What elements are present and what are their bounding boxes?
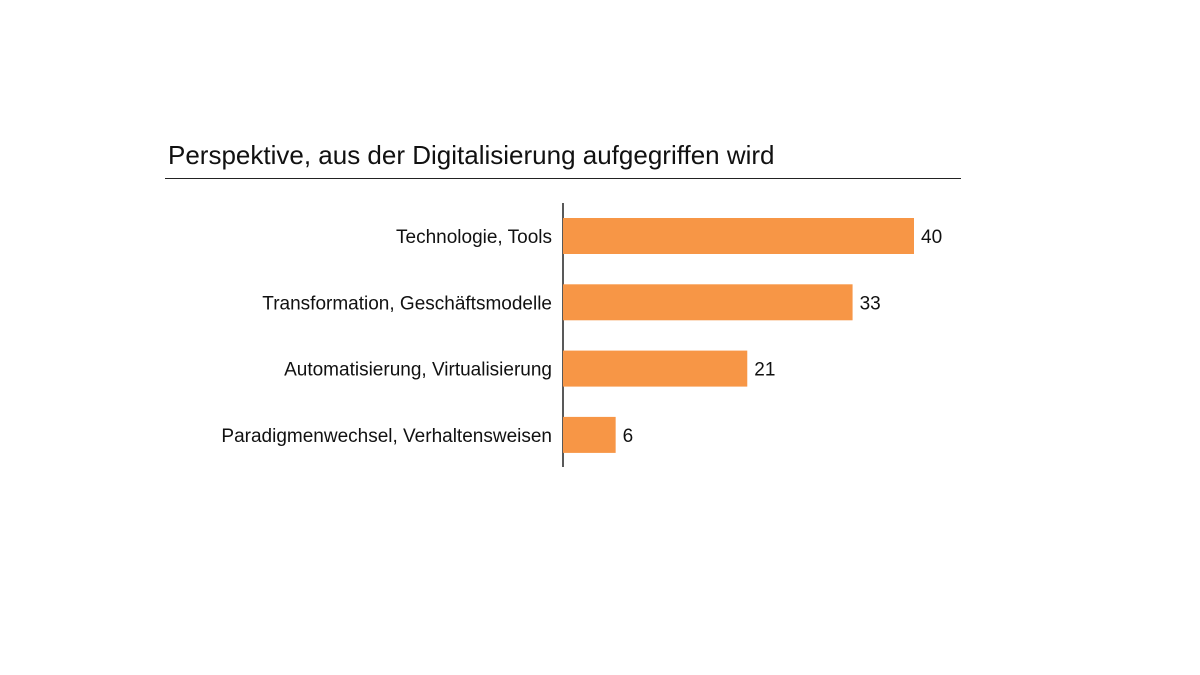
bar-2 bbox=[563, 350, 748, 387]
value-label-0: 40 bbox=[921, 227, 942, 248]
chart-title: Perspektive, aus der Digitalisierung auf… bbox=[168, 140, 775, 170]
bar-1 bbox=[563, 284, 853, 321]
category-label-2: Automatisierung, Virtualisierung bbox=[284, 360, 552, 381]
value-label-2: 21 bbox=[754, 360, 775, 381]
bar-3 bbox=[563, 416, 616, 453]
bar-0 bbox=[563, 218, 914, 254]
category-label-0: Technologie, Tools bbox=[396, 227, 552, 248]
category-label-3: Paradigmenwechsel, Verhaltensweisen bbox=[221, 426, 552, 447]
value-label-1: 33 bbox=[860, 293, 881, 314]
value-label-3: 6 bbox=[623, 426, 634, 447]
category-label-1: Transformation, Geschäftsmodelle bbox=[262, 293, 552, 314]
title-underline bbox=[165, 178, 961, 179]
